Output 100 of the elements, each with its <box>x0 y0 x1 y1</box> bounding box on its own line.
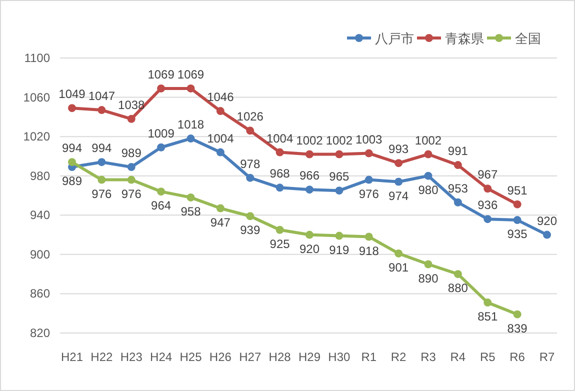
point <box>335 150 344 158</box>
data-label: 966 <box>299 168 320 183</box>
y-tick-label: 980 <box>30 168 50 183</box>
x-tick-label: H25 <box>180 350 202 364</box>
point <box>513 310 522 318</box>
point <box>513 200 522 208</box>
data-label: 1004 <box>266 131 294 146</box>
y-tick-label: 1060 <box>23 90 50 104</box>
data-label: 1026 <box>236 110 264 124</box>
data-label: 989 <box>62 174 82 188</box>
x-tick-label: R7 <box>539 350 555 364</box>
data-label: 920 <box>299 242 320 256</box>
y-tick-label: 820 <box>30 326 50 340</box>
data-label: 951 <box>507 183 528 198</box>
point <box>394 159 403 168</box>
point <box>335 186 344 195</box>
data-label: 968 <box>270 166 290 181</box>
data-label: 976 <box>358 186 380 201</box>
point <box>364 232 373 241</box>
point <box>543 230 551 239</box>
data-label: 1046 <box>207 90 234 104</box>
x-tick-label: R6 <box>510 350 526 364</box>
point <box>157 84 166 92</box>
data-label: 965 <box>329 170 350 184</box>
data-label: 939 <box>240 223 260 238</box>
point <box>364 149 373 158</box>
point <box>484 298 492 307</box>
x-tick-label: H24 <box>150 350 172 364</box>
data-label: 918 <box>358 244 380 258</box>
data-label: 1002 <box>414 133 442 148</box>
y-tick-label: 900 <box>30 247 50 262</box>
legend-label: 全国 <box>515 31 541 46</box>
point <box>306 230 314 239</box>
data-label: 953 <box>448 181 468 196</box>
x-tick-label: R4 <box>450 350 466 364</box>
legend-label: 青森県 <box>445 31 484 46</box>
data-label: 880 <box>448 281 468 296</box>
data-label: 980 <box>418 182 439 197</box>
point <box>127 163 136 172</box>
data-label: 839 <box>507 321 528 336</box>
point <box>513 216 522 224</box>
data-label: 1004 <box>207 131 234 146</box>
point <box>394 249 403 258</box>
point <box>216 204 224 212</box>
data-label: 935 <box>507 227 528 242</box>
data-label: 920 <box>536 214 558 228</box>
point <box>306 186 314 194</box>
point <box>454 161 462 170</box>
y-tick-label: 860 <box>30 286 50 301</box>
point <box>216 148 224 156</box>
data-label: 1047 <box>88 89 116 104</box>
point <box>68 104 76 112</box>
x-tick-label: R3 <box>420 350 436 364</box>
data-label: 994 <box>62 141 82 156</box>
data-label: 991 <box>448 144 468 158</box>
point <box>246 212 254 220</box>
point <box>454 198 462 206</box>
data-label: 1009 <box>148 126 175 140</box>
data-label: 967 <box>478 168 498 182</box>
legend-label: 八戸市 <box>375 31 414 46</box>
x-tick-label: H27 <box>239 350 262 364</box>
data-label: 994 <box>92 141 112 156</box>
x-tick-label: R1 <box>361 350 377 364</box>
point <box>276 226 284 234</box>
x-tick-label: R2 <box>390 350 407 364</box>
data-label: 964 <box>151 198 172 213</box>
point <box>68 158 76 166</box>
point <box>424 260 432 268</box>
x-tick-label: H23 <box>120 350 143 364</box>
data-label: 925 <box>270 236 290 251</box>
y-tick-label: 940 <box>30 208 50 222</box>
point <box>157 188 166 196</box>
x-tick-label: H22 <box>90 350 114 364</box>
point <box>335 232 344 240</box>
data-label: 978 <box>240 156 260 171</box>
point <box>127 114 136 123</box>
data-label: 974 <box>388 188 409 203</box>
data-label: 1002 <box>326 133 353 148</box>
y-tick-label: 1100 <box>24 51 50 65</box>
point <box>246 126 254 135</box>
point <box>484 184 492 193</box>
x-tick-label: H26 <box>209 350 232 364</box>
point <box>484 215 492 224</box>
data-label: 958 <box>180 204 202 218</box>
data-label: 1003 <box>356 132 383 146</box>
y-tick-label: 1020 <box>23 130 50 144</box>
data-label: 1069 <box>177 67 204 82</box>
data-label: 989 <box>121 146 142 160</box>
x-tick-label: H30 <box>328 350 351 364</box>
point <box>246 174 254 182</box>
x-tick-label: R5 <box>480 350 496 364</box>
data-label: 1069 <box>148 67 175 82</box>
point <box>216 107 224 116</box>
data-label: 1038 <box>118 98 146 112</box>
data-label: 993 <box>388 142 409 156</box>
point <box>98 158 106 166</box>
data-label: 976 <box>92 186 112 201</box>
data-label: 901 <box>388 260 409 274</box>
data-label: 890 <box>418 271 439 286</box>
point <box>276 184 284 192</box>
